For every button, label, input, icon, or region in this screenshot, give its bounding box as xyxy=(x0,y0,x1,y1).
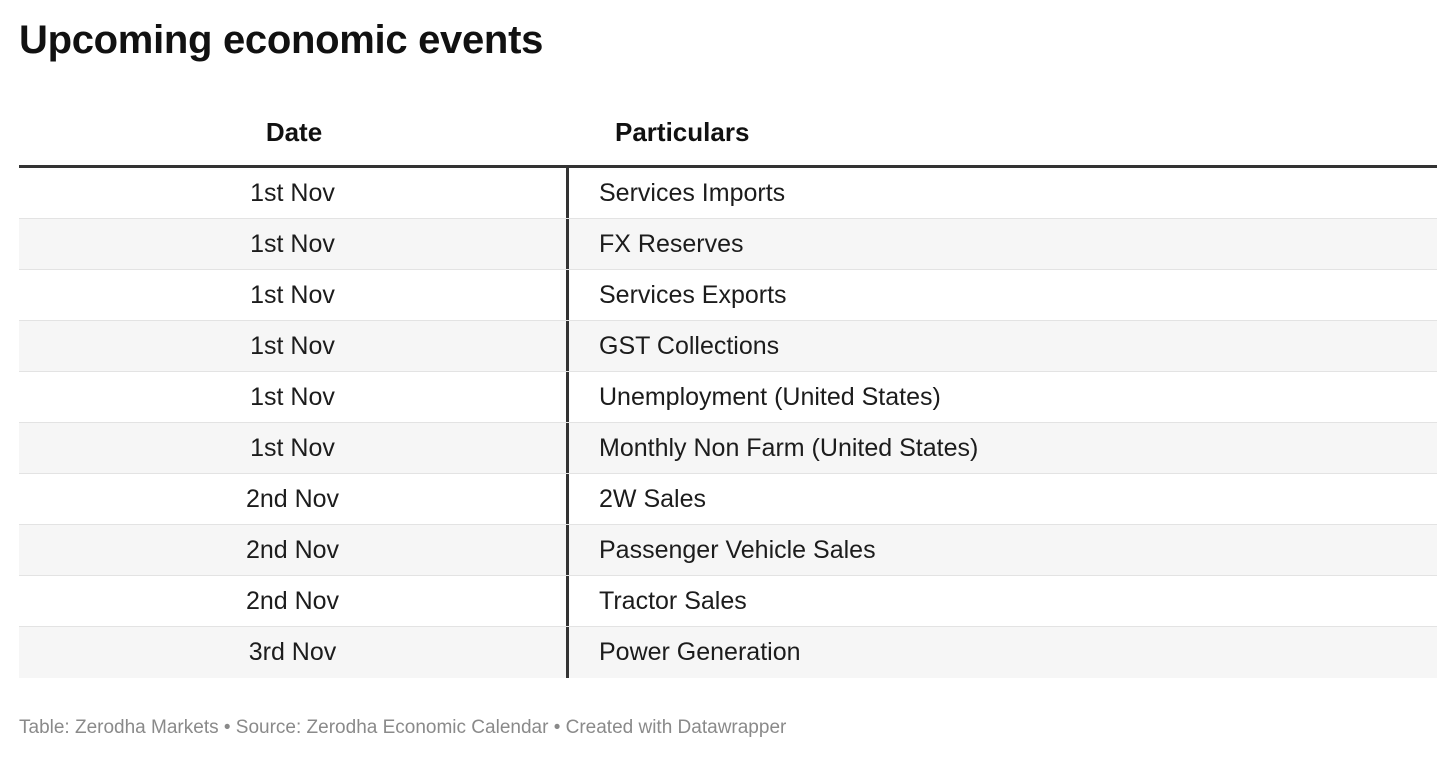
table-row: 2nd Nov Passenger Vehicle Sales xyxy=(19,525,1437,576)
table-header-row: Date Particulars xyxy=(19,100,1437,168)
cell-particulars: 2W Sales xyxy=(599,484,706,513)
source-footer: Table: Zerodha Markets • Source: Zerodha… xyxy=(19,717,787,738)
cell-date: 2nd Nov xyxy=(19,474,569,524)
table-row: 2nd Nov 2W Sales xyxy=(19,474,1437,525)
cell-date: 1st Nov xyxy=(19,168,569,218)
cell-particulars: GST Collections xyxy=(599,331,780,360)
cell-date: 3rd Nov xyxy=(19,627,569,678)
cell-date: 1st Nov xyxy=(19,372,569,422)
table-row: 1st Nov Monthly Non Farm (United States) xyxy=(19,423,1437,474)
cell-date: 2nd Nov xyxy=(19,576,569,626)
table-row: 1st Nov Unemployment (United States) xyxy=(19,372,1437,423)
table-row: 2nd Nov Tractor Sales xyxy=(19,576,1437,627)
cell-particulars: Unemployment (United States) xyxy=(599,382,941,411)
table-row: 3rd Nov Power Generation xyxy=(19,627,1437,678)
table-row: 1st Nov FX Reserves xyxy=(19,219,1437,270)
table-body: 1st Nov Services Imports 1st Nov FX Reserve… xyxy=(19,168,1437,678)
cell-particulars: Services Imports xyxy=(599,178,786,207)
header-date[interactable]: Date xyxy=(265,117,323,147)
cell-date: 1st Nov xyxy=(19,270,569,320)
cell-particulars: Passenger Vehicle Sales xyxy=(599,535,876,564)
cell-date: 1st Nov xyxy=(19,423,569,473)
table-row: 1st Nov GST Collections xyxy=(19,321,1437,372)
table-row: 1st Nov Services Exports xyxy=(19,270,1437,321)
table-title: Upcoming economic events xyxy=(19,18,544,62)
cell-particulars: Services Exports xyxy=(599,280,787,309)
cell-date: 1st Nov xyxy=(19,321,569,371)
table-row: 1st Nov Services Imports xyxy=(19,168,1437,219)
cell-date: 1st Nov xyxy=(19,219,569,269)
cell-date: 2nd Nov xyxy=(19,525,569,575)
cell-particulars: Power Generation xyxy=(599,638,801,666)
cell-particulars: Tractor Sales xyxy=(599,586,747,615)
header-particulars[interactable]: Particulars xyxy=(615,117,750,147)
cell-particulars: FX Reserves xyxy=(599,229,744,258)
events-table: Date Particulars 1st Nov Services Imports… xyxy=(19,100,1437,678)
cell-particulars: Monthly Non Farm (United States) xyxy=(599,433,979,462)
